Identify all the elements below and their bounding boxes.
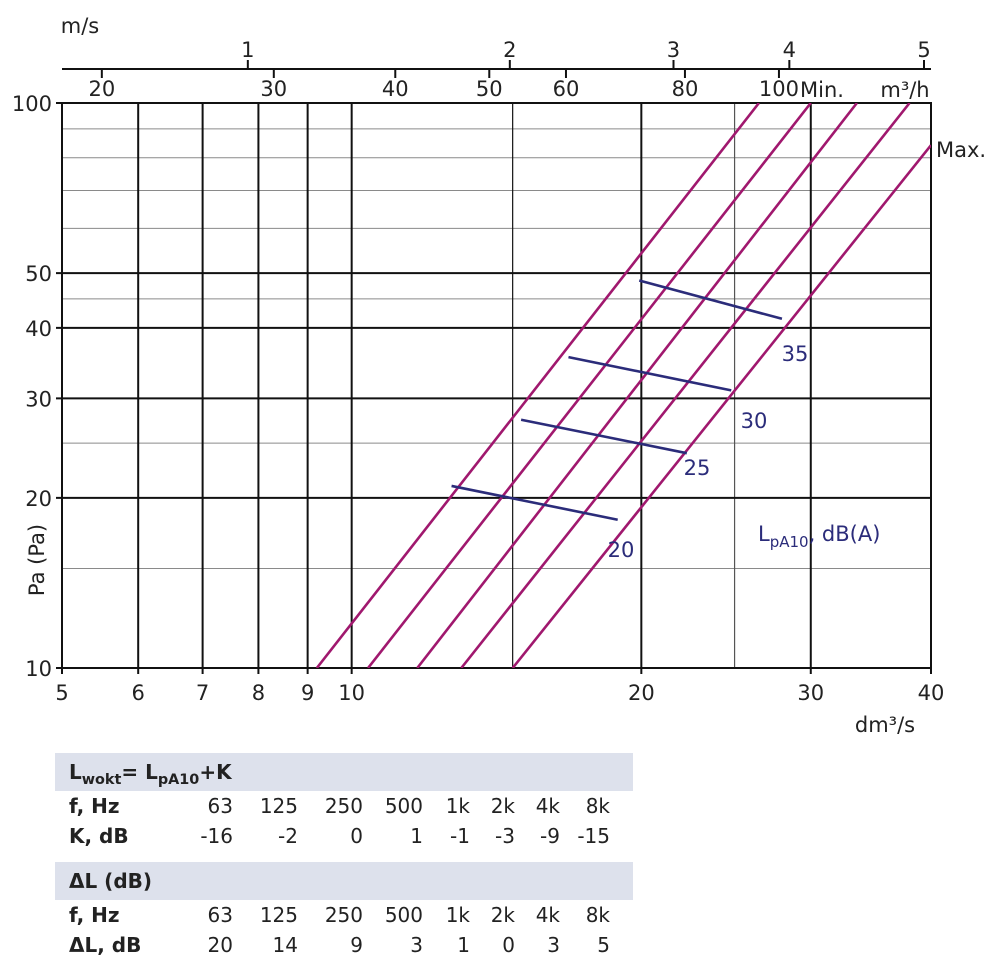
- sound-level-line: [451, 484, 618, 521]
- table-row: K, dB -16 -2 0 1 -1 -3 -9 -15: [55, 821, 633, 851]
- velocity-tick-label: 4: [783, 38, 796, 62]
- table-row: f, Hz 63 125 250 500 1k 2k 4k 8k: [55, 900, 633, 930]
- sound-level-label: 25: [684, 456, 711, 480]
- table-cell: 250: [324, 903, 363, 927]
- velocity-tick-label: 5: [917, 38, 930, 62]
- table-cell: -15: [577, 824, 610, 848]
- table-cell: 8k: [585, 903, 610, 927]
- sound-level-label: 30: [741, 409, 768, 433]
- series-line: [460, 103, 911, 668]
- max-label: Max.: [936, 138, 986, 162]
- flow-tick-label: 100: [759, 77, 799, 101]
- y-tick-label: 40: [25, 317, 52, 341]
- table-row: f, Hz 63 125 250 500 1k 2k 4k 8k: [55, 791, 633, 821]
- sound-level-label: 35: [782, 342, 809, 366]
- x-tick-label: 8: [252, 681, 265, 705]
- series-line: [416, 103, 858, 668]
- min-label: Min.: [800, 78, 844, 102]
- series-line: [367, 103, 812, 668]
- attenuation-table: ΔL (dB) f, Hz 63 125 250 500 1k 2k 4k 8k ΔL, dB 2…: [55, 862, 633, 960]
- sound-level-label: 20: [608, 538, 635, 562]
- table-cell: -3: [495, 824, 515, 848]
- x-tick-label: 10: [338, 681, 365, 705]
- table-cell: 8k: [585, 794, 610, 818]
- flow-tick-label: 60: [553, 77, 580, 101]
- table-cell: 0: [502, 933, 515, 957]
- table-cell: -9: [540, 824, 560, 848]
- table-row: ΔL, dB 20 14 9 3 1 0 3 5: [55, 930, 633, 960]
- table-cell: 20: [207, 933, 233, 957]
- sound-correction-table: Lwokt= LpA10+K f, Hz 63 125 250 500 1k 2k 4k 8k …: [55, 753, 633, 851]
- table-cell: 5: [597, 933, 610, 957]
- series-line: [315, 103, 760, 668]
- flow-tick-label: 80: [672, 77, 699, 101]
- table-cell: 9: [350, 933, 363, 957]
- table-cell: -1: [450, 824, 470, 848]
- table-cell: 14: [272, 933, 298, 957]
- row-label: f, Hz: [69, 794, 120, 818]
- flow-pressure-chart: 5 6 7 8 9 10 20 30 40 10 20 30 40 50 100 dm³/s Pa (Pa) 1 2…: [12, 14, 986, 737]
- flow-tick-label: 50: [476, 77, 503, 101]
- table-cell: 2k: [490, 794, 515, 818]
- velocity-tick-label: 1: [241, 38, 254, 62]
- table-cell: 1k: [445, 903, 470, 927]
- table-cell: -2: [278, 824, 298, 848]
- table-title: ΔL (dB): [55, 862, 633, 900]
- table-cell: 0: [350, 824, 363, 848]
- flow-tick-label: 30: [260, 77, 287, 101]
- y-axis-label: Pa (Pa): [25, 524, 49, 596]
- series-line: [511, 144, 931, 668]
- sound-legend-label: LpA10, dB(A): [758, 522, 880, 551]
- flow-tick-label: 40: [382, 77, 409, 101]
- table-cell: 1: [410, 824, 423, 848]
- velocity-axis-label: m/s: [61, 14, 99, 38]
- table-cell: 500: [384, 794, 423, 818]
- table-cell: 63: [207, 903, 233, 927]
- sound-level-line: [568, 355, 732, 392]
- y-tick-label: 20: [25, 487, 52, 511]
- row-label: ΔL, dB: [69, 933, 142, 957]
- x-tick-label: 20: [628, 681, 655, 705]
- table-title: Lwokt= LpA10+K: [55, 753, 633, 791]
- y-tick-label: 30: [25, 387, 52, 411]
- table-cell: -16: [200, 824, 233, 848]
- table-cell: 3: [410, 933, 423, 957]
- table-cell: 2k: [490, 903, 515, 927]
- x-tick-label: 30: [797, 681, 824, 705]
- flow-tick-label: 20: [88, 77, 115, 101]
- y-tick-label: 10: [25, 657, 52, 681]
- row-label: K, dB: [69, 824, 129, 848]
- table-cell: 1k: [445, 794, 470, 818]
- table-cell: 1: [457, 933, 470, 957]
- plot-frame: [61, 102, 932, 669]
- table-cell: 4k: [535, 903, 560, 927]
- x-tick-label: 7: [196, 681, 209, 705]
- y-tick-label: 100: [12, 92, 52, 116]
- y-tick-label: 50: [25, 262, 52, 286]
- x-tick-label: 5: [55, 681, 68, 705]
- sound-level-line: [520, 418, 688, 455]
- sound-level-line: [638, 279, 783, 321]
- x-axis-label: dm³/s: [855, 713, 915, 737]
- x-tick-label: 40: [918, 681, 945, 705]
- table-cell: 125: [259, 794, 298, 818]
- velocity-tick-label: 3: [667, 38, 680, 62]
- flow-axis-label: m³/h: [880, 78, 929, 102]
- table-cell: 63: [207, 794, 233, 818]
- table-cell: 250: [324, 794, 363, 818]
- table-cell: 4k: [535, 794, 560, 818]
- row-label: f, Hz: [69, 903, 120, 927]
- table-cell: 500: [384, 903, 423, 927]
- x-tick-label: 6: [132, 681, 145, 705]
- velocity-tick-label: 2: [503, 38, 516, 62]
- x-tick-label: 9: [301, 681, 314, 705]
- table-cell: 3: [547, 933, 560, 957]
- table-cell: 125: [259, 903, 298, 927]
